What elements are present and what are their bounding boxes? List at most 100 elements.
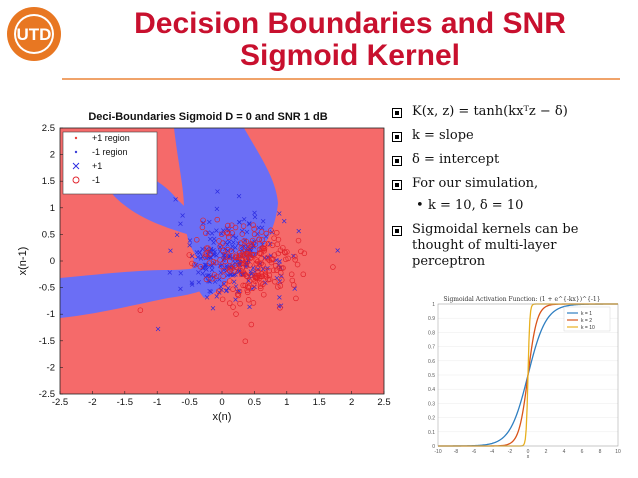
minus-one-sample-marker <box>211 240 216 245</box>
minus-one-sample-marker <box>225 285 231 291</box>
minus-one-sample-marker <box>202 262 208 268</box>
minus-one-sample-marker <box>233 235 239 240</box>
bullet-marker-icon <box>392 132 402 142</box>
minus-one-sample-marker <box>277 259 282 264</box>
plus-one-sample-marker <box>238 256 245 262</box>
y-tick-label: 1 <box>50 203 55 214</box>
bullet-text: For our simulation, <box>412 176 539 191</box>
minus-one-sample-marker <box>252 214 258 220</box>
sigmoid-y-tick-label: 0.1 <box>428 430 435 436</box>
plus-one-sample-marker <box>241 270 247 277</box>
plus-one-sample-marker <box>189 260 195 267</box>
y-tick-label: 0.5 <box>42 229 55 240</box>
minus-one-sample-marker <box>195 254 201 260</box>
plus-one-sample-marker <box>197 263 204 270</box>
title-line-2: Sigmoid Kernel <box>239 39 461 72</box>
plus-one-sample-marker <box>186 252 193 258</box>
bullet-kernel: K(x, z) = tanh(kxᵀz − δ) <box>390 104 630 120</box>
plus-one-sample-marker <box>292 253 298 260</box>
minus-one-sample-marker <box>187 243 192 248</box>
plus-one-sample-marker <box>289 277 296 284</box>
plus-one-sample-marker <box>258 255 265 262</box>
plus-one-sample-marker <box>275 236 282 243</box>
plus-one-sample-marker <box>260 262 266 268</box>
plus-one-sample-marker <box>218 263 225 270</box>
plus-one-sample-marker <box>256 236 263 243</box>
legend-marker <box>72 176 80 184</box>
minus-one-sample-marker <box>208 289 214 294</box>
minus-one-sample-marker <box>241 217 247 222</box>
plus-one-sample-marker <box>251 226 257 232</box>
minus-one-sample-marker <box>203 262 209 268</box>
plus-one-sample-marker <box>278 270 284 276</box>
bullet-list: K(x, z) = tanh(kxᵀz − δ) k = slope δ = i… <box>390 104 630 278</box>
legend-label: +1 <box>92 161 102 171</box>
x-tick-label: -1 <box>153 397 161 408</box>
plus-one-sample-marker <box>224 229 230 236</box>
minus-one-sample-marker <box>196 270 201 275</box>
plus-one-sample-marker <box>272 279 278 285</box>
plus-one-sample-marker <box>279 277 285 283</box>
sigmoid-chart-title: Sigmoidal Activation Function: (1 + e^{-… <box>443 296 600 303</box>
plus-one-sample-marker <box>258 250 264 257</box>
x-tick-label: 1.5 <box>313 397 326 408</box>
minus-one-sample-marker <box>236 219 242 225</box>
plus-one-sample-marker <box>227 264 233 271</box>
sigmoid-x-tick-label: -2 <box>508 449 513 455</box>
x-tick-label: -1.5 <box>117 397 133 408</box>
minus-one-sample-marker <box>180 213 185 218</box>
plus-one-sample-marker <box>330 264 336 270</box>
sigmoid-y-tick-label: 0.3 <box>428 401 435 407</box>
plus-one-sample-marker <box>277 305 283 311</box>
sigmoid-plot-frame <box>437 303 619 447</box>
minus-one-sample-marker <box>189 253 195 259</box>
minus-one-sample-marker <box>223 288 229 294</box>
plus-one-sample-marker <box>269 256 276 262</box>
plus-one-sample-marker <box>250 281 257 287</box>
plus-one-sample-marker <box>205 245 211 251</box>
minus-one-sample-marker <box>277 211 282 216</box>
plus-one-sample-marker <box>283 256 289 263</box>
plus-one-sample-marker <box>252 273 258 279</box>
y-tick-label: 0 <box>50 256 55 267</box>
minus-one-sample-marker <box>225 242 230 247</box>
plus-one-sample-marker <box>259 237 265 243</box>
bullet-marker-icon <box>392 180 402 190</box>
plus-one-sample-marker <box>217 243 223 250</box>
legend-label: +1 region <box>92 133 130 143</box>
y-tick-label: 2.5 <box>42 123 55 134</box>
plus-one-sample-marker <box>273 230 280 236</box>
minus-one-sample-marker <box>256 225 261 230</box>
plus-one-sample-marker <box>230 304 236 310</box>
legend-marker <box>74 150 78 154</box>
plus-one-sample-marker <box>249 252 256 259</box>
plus-one-sample-marker <box>280 265 286 271</box>
plus-one-sample-marker <box>233 311 239 317</box>
plus-one-sample-marker <box>263 230 270 237</box>
bullet-perceptron: Sigmoidal kernels can be thought of mult… <box>390 222 630 270</box>
plus-one-sample-marker <box>301 250 308 257</box>
plus-one-sample-marker <box>235 292 242 299</box>
plus-one-sample-marker <box>275 284 281 290</box>
plus-one-sample-marker <box>203 245 210 251</box>
minus-one-sample-marker <box>211 247 216 253</box>
plus-one-sample-marker <box>199 224 206 231</box>
x-tick-label: -2 <box>88 397 96 408</box>
sigmoid-x-label: x <box>527 454 530 458</box>
minus-one-sample-marker <box>209 267 215 273</box>
minus-one-sample-marker <box>265 266 270 271</box>
x-tick-label: 0.5 <box>248 397 261 408</box>
plus-one-sample-marker <box>243 238 250 245</box>
plus-one-sample-marker <box>225 234 232 240</box>
plus-one-sample-marker <box>258 229 265 235</box>
minus-one-sample-marker <box>168 248 173 253</box>
sigmoid-activation-chart: Sigmoidal Activation Function: (1 + e^{-… <box>418 292 626 458</box>
plus-one-sample-marker <box>245 242 252 249</box>
x-axis-label: x(n) <box>213 411 232 423</box>
minus-one-sample-marker <box>267 241 273 247</box>
plus-one-sample-marker <box>294 261 301 268</box>
plus-one-sample-marker <box>212 259 219 266</box>
plus-one-sample-marker <box>225 230 231 237</box>
legend: +1 region -1 region +1 -1 <box>62 131 158 195</box>
sub-bullet-params: • k = 10, δ = 10 <box>390 198 630 214</box>
